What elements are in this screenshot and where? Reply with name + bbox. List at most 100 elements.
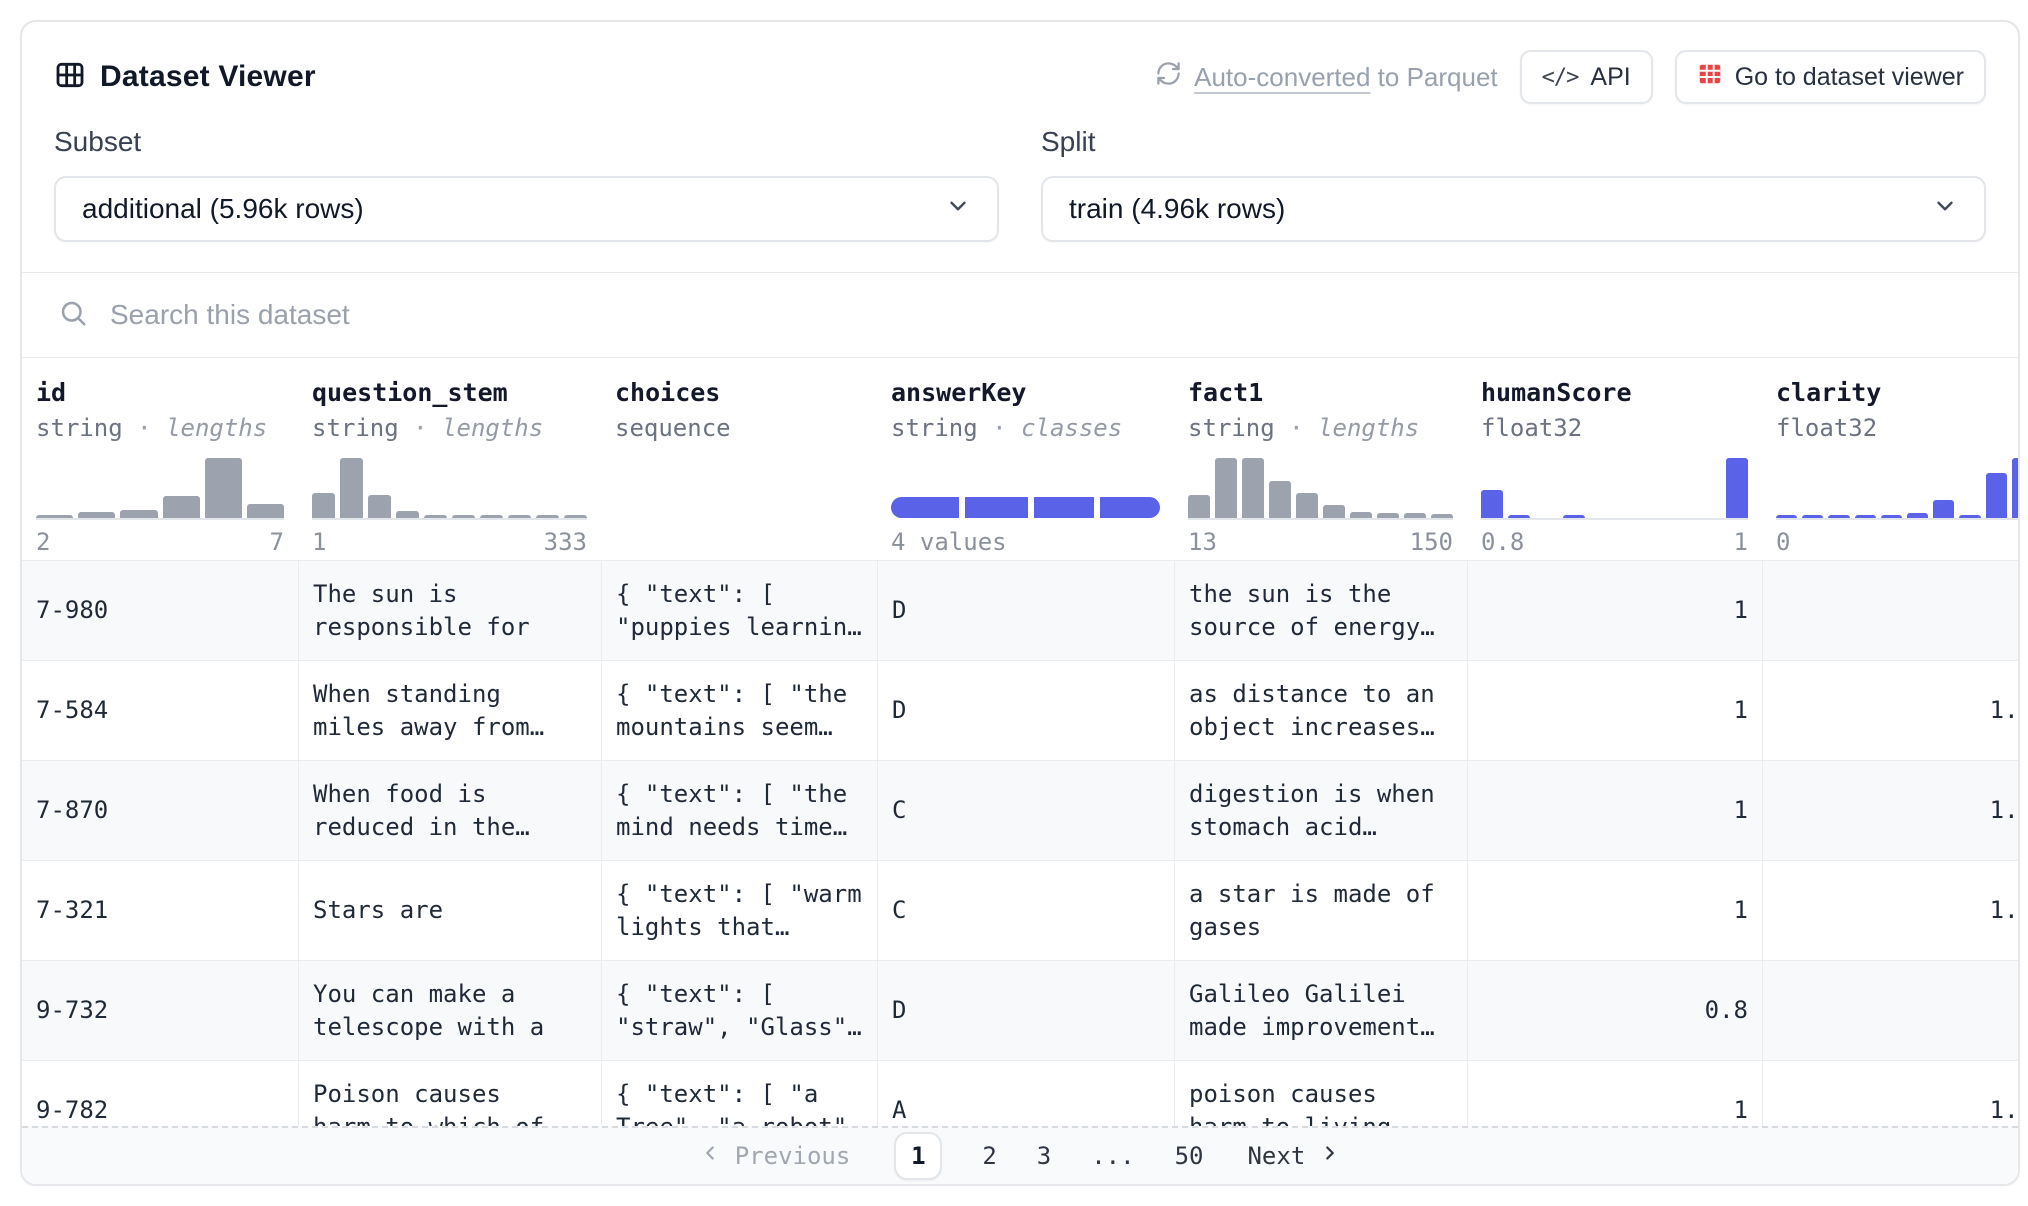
cell-humanScore: 1 [1467, 761, 1762, 860]
table-zone: id string · lengths 2 7 question_stem string … [22, 358, 2018, 1126]
histogram-bar [424, 515, 447, 518]
histogram-bar [1188, 495, 1210, 518]
cell-answerKey: C [877, 861, 1174, 960]
class-segment [1033, 497, 1094, 518]
cell-fact1: a star is made of gases [1174, 861, 1467, 960]
cell-clarity [1762, 961, 2018, 1060]
column-name: humanScore [1481, 378, 1632, 407]
histogram-bar [564, 515, 587, 518]
table-row[interactable]: 7-584 When standing miles away from…{ "te… [22, 660, 2018, 760]
cell-choices: { "text": [ "a Tree", "a robot"… [601, 1061, 877, 1126]
cell-fact1: as distance to an object increases… [1174, 661, 1467, 760]
column-name: clarity [1776, 378, 1882, 407]
table-row[interactable]: 7-980 The sun is responsible for{ "text":… [22, 560, 2018, 660]
column-header-fact1: fact1 string · lengths 13 150 [1174, 378, 1467, 560]
cell-choices: { "text": [ "the mind needs time… [601, 761, 877, 860]
cell-fact1: digestion is when stomach acid… [1174, 761, 1467, 860]
empty-range [615, 528, 863, 560]
histogram-bar [452, 515, 475, 518]
histogram-bar [2011, 458, 2018, 518]
cell-question_stem: When standing miles away from… [298, 661, 601, 760]
cell-clarity: 1.0 [1762, 861, 2018, 960]
next-label: Next [1247, 1142, 1306, 1170]
table-row[interactable]: 9-782 Poison causes harm to which of…{ "t… [22, 1060, 2018, 1126]
cell-id: 9-782 [36, 1096, 109, 1124]
search-input[interactable] [110, 299, 1982, 331]
histogram-bar [120, 509, 158, 518]
split-select-value: train (4.96k rows) [1069, 193, 1286, 224]
previous-page-button[interactable]: Previous [699, 1142, 851, 1170]
cell-humanScore: 1 [1467, 661, 1762, 760]
histogram-bar [1854, 515, 1876, 518]
histogram-bar [312, 492, 335, 518]
next-page-button[interactable]: Next [1247, 1142, 1341, 1170]
page-button-1[interactable]: 1 [894, 1132, 943, 1180]
histogram-bar [246, 503, 285, 518]
histogram-bar [1562, 515, 1585, 518]
histogram-bar [536, 515, 559, 518]
histogram-bar [1828, 515, 1850, 518]
table-row[interactable]: 7-870 When food is reduced in the…{ "text… [22, 760, 2018, 860]
cell-question_stem: Poison causes harm to which of… [298, 1061, 601, 1126]
cell-clarity [1762, 561, 2018, 660]
cell-question_stem: When food is reduced in the… [298, 761, 601, 860]
subset-select-value: additional (5.96k rows) [82, 193, 364, 224]
histogram-bar [1907, 513, 1929, 518]
histogram-bar [1269, 480, 1291, 518]
histogram-bar [396, 510, 419, 518]
page-button-50[interactable]: 50 [1174, 1142, 1204, 1170]
page-button-2[interactable]: 2 [982, 1142, 997, 1170]
split-select[interactable]: train (4.96k rows) [1041, 176, 1986, 242]
table-header-row: id string · lengths 2 7 question_stem string … [22, 358, 2018, 560]
topbar-actions: Auto-converted to Parquet </> API [1155, 50, 1986, 104]
cell-humanScore: 1 [1467, 861, 1762, 960]
table-row[interactable]: 9-732 You can make a telescope with a{ "t… [22, 960, 2018, 1060]
cell-answerKey: D [877, 561, 1174, 660]
cell-clarity: 1.0 [1762, 1061, 2018, 1126]
previous-label: Previous [734, 1142, 851, 1170]
histogram-bar [1880, 515, 1903, 518]
column-type: string · lengths [36, 414, 268, 442]
cell-choices: { "text": [ "puppies learnin… [601, 561, 877, 660]
column-header-answerKey: answerKey string · classes 4 values [877, 378, 1174, 560]
controls-row: Subset additional (5.96k rows) Split tra… [22, 116, 2018, 272]
api-button[interactable]: </> API [1519, 50, 1653, 104]
column-name: choices [615, 378, 721, 407]
histogram-zone: 4 values [891, 458, 1160, 560]
column-name: question_stem [312, 378, 508, 407]
humanScore-histogram [1481, 458, 1749, 520]
auto-converted-link[interactable]: Auto-converted to Parquet [1155, 60, 1498, 94]
cell-choices: { "text": [ "warm lights that… [601, 861, 877, 960]
topbar: Dataset Viewer Auto-converted to Parquet… [22, 22, 2018, 116]
histogram-bar [1725, 458, 1749, 518]
fact1-histogram [1188, 458, 1453, 520]
histogram-bar [1985, 473, 2007, 518]
column-name: answerKey [891, 378, 1027, 407]
page-button-...[interactable]: ... [1091, 1142, 1135, 1170]
go-to-dataset-viewer-button[interactable]: Go to dataset viewer [1674, 50, 1986, 104]
histogram-bar [36, 515, 74, 518]
histogram-bar [1431, 513, 1453, 518]
subset-select[interactable]: additional (5.96k rows) [54, 176, 999, 242]
empty-histogram [615, 458, 863, 520]
clarity-histogram [1776, 458, 2018, 520]
histogram-bar [162, 496, 200, 518]
cell-answerKey: A [877, 1061, 1174, 1126]
histogram-bar [1776, 515, 1798, 518]
column-header-id: id string · lengths 2 7 [22, 378, 298, 560]
histogram-bar [1508, 515, 1531, 518]
histogram-range-labels: 0.8 1 [1481, 528, 1748, 556]
page-button-3[interactable]: 3 [1036, 1142, 1052, 1170]
cell-id: 7-584 [36, 696, 109, 724]
histogram-bar [78, 512, 116, 518]
column-type: string · lengths [1188, 414, 1420, 442]
column-name: fact1 [1188, 378, 1264, 407]
chevron-down-icon [1932, 193, 1958, 226]
table-row[interactable]: 7-321 Stars are{ "text": [ "warm lights t… [22, 860, 2018, 960]
column-header-question_stem: question_stem string · lengths 1 333 [298, 378, 601, 560]
histogram-bar [1215, 458, 1237, 518]
cell-id: 7-321 [36, 896, 109, 924]
table-body: 7-980 The sun is responsible for{ "text":… [22, 560, 2018, 1126]
cell-clarity: 1.0 [1762, 661, 2018, 760]
